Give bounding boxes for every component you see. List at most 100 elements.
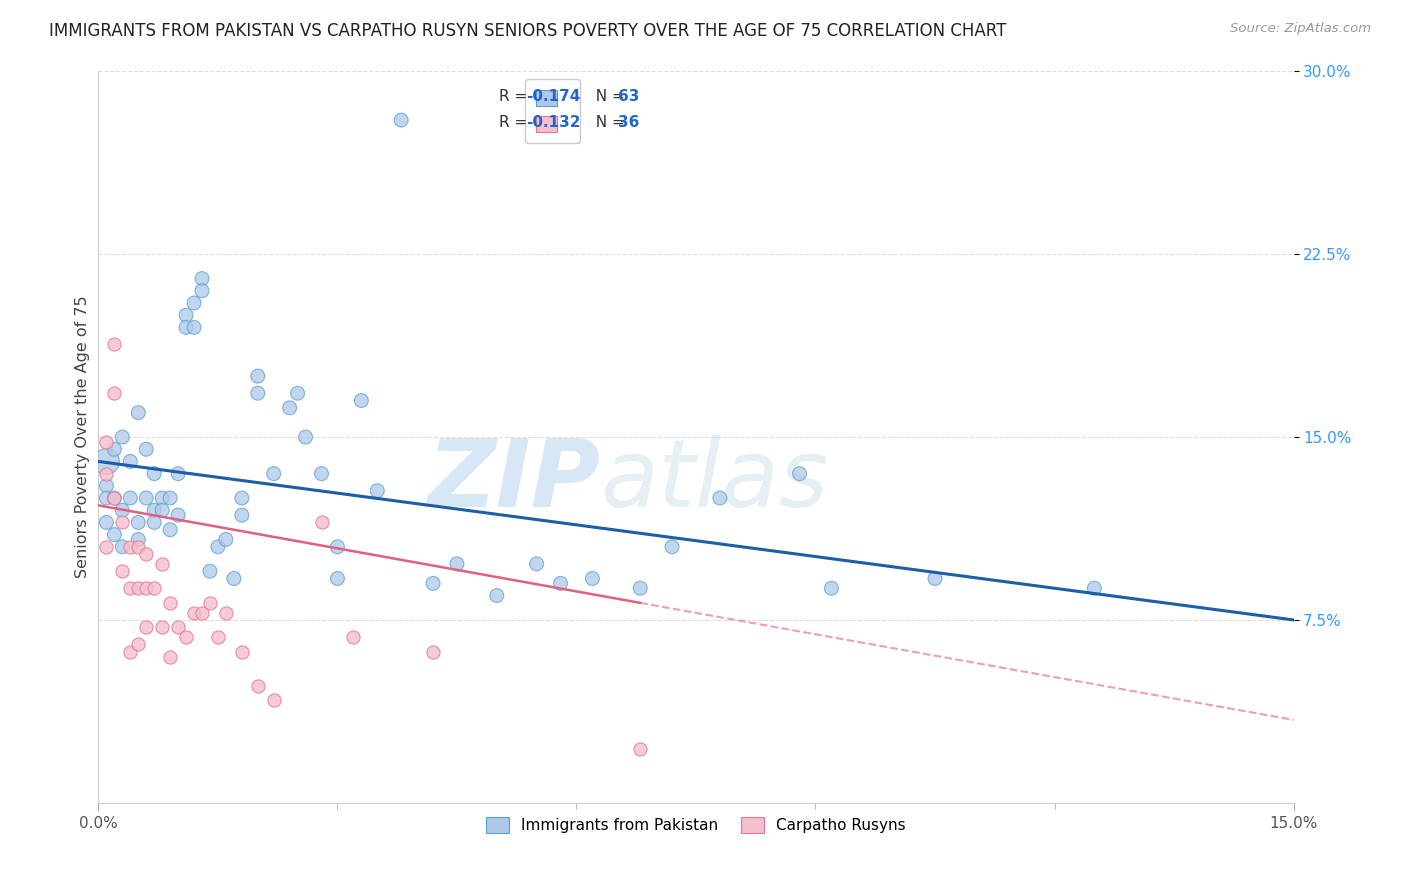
Point xyxy=(135,442,157,457)
Point xyxy=(167,620,190,634)
Point xyxy=(135,547,157,561)
Text: N =: N = xyxy=(586,115,630,130)
Point xyxy=(96,479,118,493)
Text: Source: ZipAtlas.com: Source: ZipAtlas.com xyxy=(1230,22,1371,36)
Point xyxy=(231,491,253,505)
Point xyxy=(526,557,548,571)
Point xyxy=(789,467,811,481)
Point xyxy=(198,564,221,578)
Point xyxy=(120,454,142,468)
Point xyxy=(127,516,149,530)
Y-axis label: Seniors Poverty Over the Age of 75: Seniors Poverty Over the Age of 75 xyxy=(75,296,90,578)
Point xyxy=(103,491,125,505)
Point xyxy=(246,386,269,401)
Point xyxy=(342,630,364,644)
Point xyxy=(103,337,125,351)
Point xyxy=(1083,581,1105,595)
Point xyxy=(103,386,125,401)
Point xyxy=(111,564,134,578)
Point xyxy=(143,467,166,481)
Text: N =: N = xyxy=(586,89,630,104)
Point xyxy=(389,113,412,128)
Point xyxy=(191,271,214,285)
Text: ZIP: ZIP xyxy=(427,435,600,527)
Point xyxy=(709,491,731,505)
Point xyxy=(287,386,309,401)
Point xyxy=(159,523,181,537)
Point xyxy=(294,430,316,444)
Point xyxy=(120,581,142,595)
Text: R =: R = xyxy=(499,115,531,130)
Point xyxy=(96,491,118,505)
Point xyxy=(96,454,118,468)
Point xyxy=(111,503,134,517)
Point xyxy=(127,581,149,595)
Point xyxy=(135,620,157,634)
Text: atlas: atlas xyxy=(600,435,828,526)
Point xyxy=(183,320,205,334)
Text: -0.132: -0.132 xyxy=(526,115,581,130)
Point xyxy=(191,284,214,298)
Point xyxy=(326,540,349,554)
Point xyxy=(422,576,444,591)
Point xyxy=(150,557,173,571)
Point xyxy=(820,581,842,595)
Point xyxy=(143,581,166,595)
Point xyxy=(143,503,166,517)
Point xyxy=(311,516,333,530)
Point xyxy=(222,572,245,586)
Point xyxy=(246,679,269,693)
Point xyxy=(263,693,285,707)
Point xyxy=(422,645,444,659)
Point xyxy=(231,645,253,659)
Point xyxy=(143,516,166,530)
Point xyxy=(150,491,173,505)
Point xyxy=(96,516,118,530)
Point xyxy=(167,467,190,481)
Point xyxy=(103,491,125,505)
Point xyxy=(183,296,205,310)
Legend: Immigrants from Pakistan, Carpatho Rusyns: Immigrants from Pakistan, Carpatho Rusyn… xyxy=(479,811,912,839)
Point xyxy=(246,369,269,384)
Point xyxy=(174,320,197,334)
Point xyxy=(215,606,238,620)
Point xyxy=(103,527,125,541)
Point xyxy=(111,516,134,530)
Point xyxy=(231,508,253,522)
Point xyxy=(207,630,229,644)
Point xyxy=(183,606,205,620)
Point xyxy=(485,589,508,603)
Point xyxy=(167,508,190,522)
Point xyxy=(96,467,118,481)
Point xyxy=(581,572,603,586)
Point xyxy=(120,645,142,659)
Point xyxy=(127,533,149,547)
Point xyxy=(111,430,134,444)
Point xyxy=(207,540,229,554)
Point xyxy=(198,596,221,610)
Point xyxy=(127,540,149,554)
Point xyxy=(326,572,349,586)
Text: 36: 36 xyxy=(619,115,640,130)
Point xyxy=(278,401,301,415)
Point xyxy=(159,649,181,664)
Text: 63: 63 xyxy=(619,89,640,104)
Point xyxy=(191,606,214,620)
Point xyxy=(215,533,238,547)
Point xyxy=(661,540,683,554)
Point xyxy=(120,540,142,554)
Point xyxy=(135,581,157,595)
Point xyxy=(159,491,181,505)
Point xyxy=(263,467,285,481)
Point xyxy=(96,540,118,554)
Point xyxy=(159,596,181,610)
Point xyxy=(103,442,125,457)
Point xyxy=(127,637,149,651)
Point xyxy=(550,576,572,591)
Point xyxy=(120,491,142,505)
Point xyxy=(127,406,149,420)
Point xyxy=(150,620,173,634)
Text: IMMIGRANTS FROM PAKISTAN VS CARPATHO RUSYN SENIORS POVERTY OVER THE AGE OF 75 CO: IMMIGRANTS FROM PAKISTAN VS CARPATHO RUS… xyxy=(49,22,1007,40)
Text: -0.174: -0.174 xyxy=(526,89,581,104)
Point xyxy=(135,491,157,505)
